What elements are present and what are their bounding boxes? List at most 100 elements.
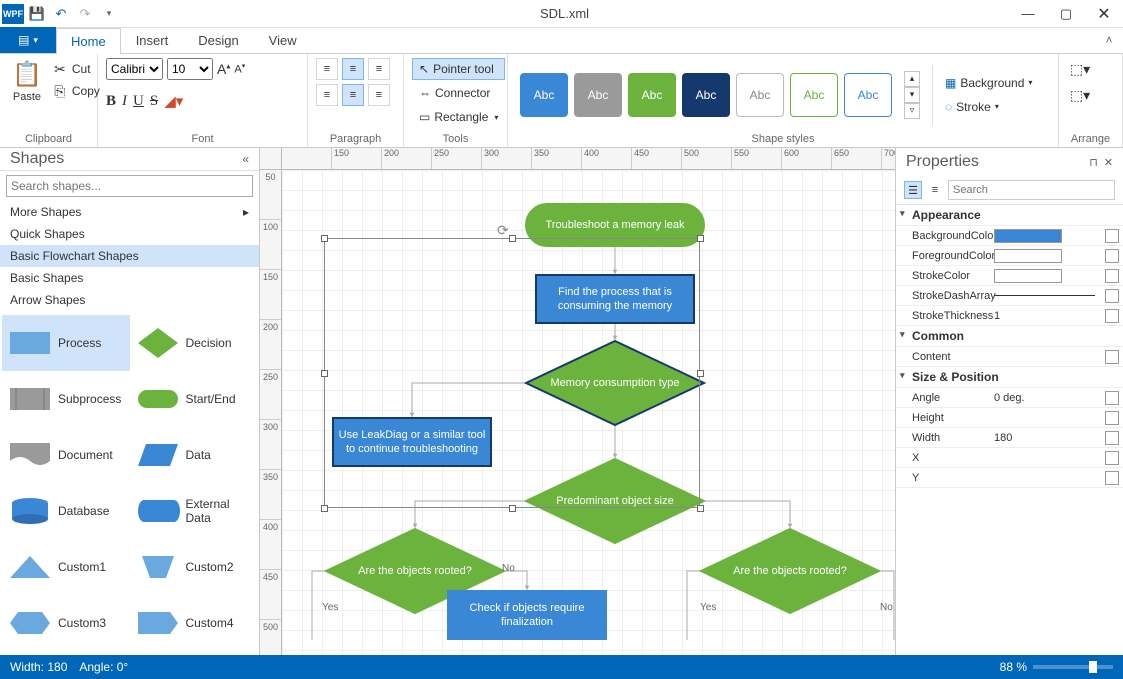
- qat-dropdown-icon[interactable]: ▾: [98, 3, 120, 25]
- selection-outline[interactable]: [324, 238, 700, 508]
- shape-stencil[interactable]: Document: [2, 427, 130, 483]
- underline-button[interactable]: U: [133, 93, 144, 110]
- zoom-slider[interactable]: [1033, 665, 1113, 669]
- property-more-icon[interactable]: [1105, 269, 1119, 283]
- font-family-select[interactable]: Calibri: [106, 58, 163, 80]
- cut-button[interactable]: ✂Cut: [52, 58, 100, 80]
- style-swatch[interactable]: Abc: [628, 73, 676, 117]
- shape-stencil[interactable]: Subprocess: [2, 371, 130, 427]
- appearance-section[interactable]: Appearance: [896, 205, 1123, 226]
- shapes-search-input[interactable]: [6, 175, 253, 197]
- pointer-tool-button[interactable]: ↖Pointer tool: [412, 58, 505, 80]
- style-swatch[interactable]: Abc: [844, 73, 892, 117]
- properties-search-input[interactable]: [948, 180, 1115, 200]
- save-icon[interactable]: 💾: [26, 3, 48, 25]
- bring-forward-icon[interactable]: ⬚▾: [1067, 58, 1093, 80]
- align-top-icon[interactable]: ≡: [316, 84, 338, 106]
- property-row[interactable]: StrokeColor: [896, 266, 1123, 286]
- property-row[interactable]: ForegroundColor: [896, 246, 1123, 266]
- shape-category[interactable]: More Shapes▸: [0, 201, 259, 223]
- gallery-up-icon[interactable]: ▴: [904, 71, 920, 87]
- align-center-icon[interactable]: ≡: [342, 58, 364, 80]
- selection-handle[interactable]: [321, 370, 328, 377]
- selection-handle[interactable]: [321, 235, 328, 242]
- connector-tool-button[interactable]: ⇔Connector: [412, 82, 505, 104]
- selection-handle[interactable]: [697, 235, 704, 242]
- shape-stencil[interactable]: Data: [130, 427, 258, 483]
- property-more-icon[interactable]: [1105, 289, 1119, 303]
- property-row[interactable]: StrokeDashArray: [896, 286, 1123, 306]
- paste-button[interactable]: 📋 Paste: [8, 58, 46, 105]
- shape-category[interactable]: Basic Shapes: [0, 267, 259, 289]
- canvas-area[interactable]: 1502002503003504004505005506006507007508…: [260, 148, 895, 655]
- fill-color-button[interactable]: ◢▾: [164, 92, 183, 111]
- shape-stencil[interactable]: Custom2: [130, 539, 258, 595]
- property-more-icon[interactable]: [1105, 431, 1119, 445]
- bold-button[interactable]: B: [106, 93, 116, 110]
- shape-stencil[interactable]: Decision: [130, 315, 258, 371]
- file-tab[interactable]: ▤▾: [0, 27, 56, 53]
- shape-stencil[interactable]: External Data: [130, 483, 258, 539]
- property-row[interactable]: BackgroundColor: [896, 226, 1123, 246]
- tab-view[interactable]: View: [254, 27, 312, 53]
- minimize-button[interactable]: —: [1009, 0, 1047, 28]
- shape-stencil[interactable]: Custom4: [130, 595, 258, 651]
- property-row[interactable]: Width180: [896, 428, 1123, 448]
- copy-button[interactable]: ⎘Copy: [52, 80, 100, 102]
- selection-handle[interactable]: [509, 235, 516, 242]
- stroke-dropdown[interactable]: ◌Stroke▾: [945, 96, 1032, 118]
- undo-icon[interactable]: ↶: [50, 3, 72, 25]
- maximize-button[interactable]: ▢: [1047, 0, 1085, 28]
- strike-button[interactable]: S: [150, 93, 158, 110]
- redo-icon[interactable]: ↷: [74, 3, 96, 25]
- property-row[interactable]: Height: [896, 408, 1123, 428]
- collapse-ribbon-icon[interactable]: ˄: [1095, 27, 1123, 53]
- shape-stencil[interactable]: Process: [2, 315, 130, 371]
- diagram-canvas[interactable]: Troubleshoot a memory leakFind the proce…: [282, 170, 895, 655]
- property-row[interactable]: Angle0 deg.: [896, 388, 1123, 408]
- align-left-icon[interactable]: ≡: [316, 58, 338, 80]
- align-bottom-icon[interactable]: ≡: [368, 84, 390, 106]
- tab-home[interactable]: Home: [56, 28, 121, 54]
- property-more-icon[interactable]: [1105, 451, 1119, 465]
- property-row[interactable]: Y: [896, 468, 1123, 488]
- shape-category[interactable]: Basic Flowchart Shapes: [0, 245, 259, 267]
- shape-stencil[interactable]: Database: [2, 483, 130, 539]
- selection-handle[interactable]: [697, 370, 704, 377]
- common-section[interactable]: Common: [896, 326, 1123, 347]
- flowchart-node[interactable]: Are the objects rooted?: [700, 528, 880, 614]
- property-row[interactable]: Content: [896, 347, 1123, 367]
- pin-icon[interactable]: ⊓: [1089, 156, 1098, 169]
- background-dropdown[interactable]: ▦Background▾: [945, 72, 1032, 94]
- close-panel-icon[interactable]: ✕: [1104, 156, 1113, 169]
- alphabetical-view-icon[interactable]: ≡: [926, 181, 944, 199]
- align-middle-icon[interactable]: ≡: [342, 84, 364, 106]
- selection-handle[interactable]: [321, 505, 328, 512]
- size-position-section[interactable]: Size & Position: [896, 367, 1123, 388]
- grow-font-icon[interactable]: A▴: [217, 61, 230, 77]
- collapse-shapes-icon[interactable]: «: [242, 152, 249, 166]
- font-size-select[interactable]: 10: [167, 58, 213, 80]
- style-swatch[interactable]: Abc: [682, 73, 730, 117]
- tab-insert[interactable]: Insert: [121, 27, 184, 53]
- property-more-icon[interactable]: [1105, 229, 1119, 243]
- style-swatch[interactable]: Abc: [790, 73, 838, 117]
- close-button[interactable]: ✕: [1085, 0, 1123, 28]
- selection-handle[interactable]: [509, 505, 516, 512]
- property-more-icon[interactable]: [1105, 350, 1119, 364]
- flowchart-node[interactable]: Check if objects require finalization: [447, 590, 607, 640]
- property-more-icon[interactable]: [1105, 391, 1119, 405]
- selection-handle[interactable]: [697, 505, 704, 512]
- property-more-icon[interactable]: [1105, 411, 1119, 425]
- shape-stencil[interactable]: Start/End: [130, 371, 258, 427]
- shape-category[interactable]: Quick Shapes: [0, 223, 259, 245]
- property-more-icon[interactable]: [1105, 471, 1119, 485]
- shape-stencil[interactable]: Custom1: [2, 539, 130, 595]
- style-swatch[interactable]: Abc: [520, 73, 568, 117]
- italic-button[interactable]: I: [122, 93, 127, 110]
- rectangle-tool-button[interactable]: ▭Rectangle▾: [412, 106, 505, 128]
- rotate-handle-icon[interactable]: ⟳: [497, 222, 509, 239]
- shrink-font-icon[interactable]: A▾: [234, 62, 245, 76]
- property-row[interactable]: StrokeThickness1: [896, 306, 1123, 326]
- property-row[interactable]: X: [896, 448, 1123, 468]
